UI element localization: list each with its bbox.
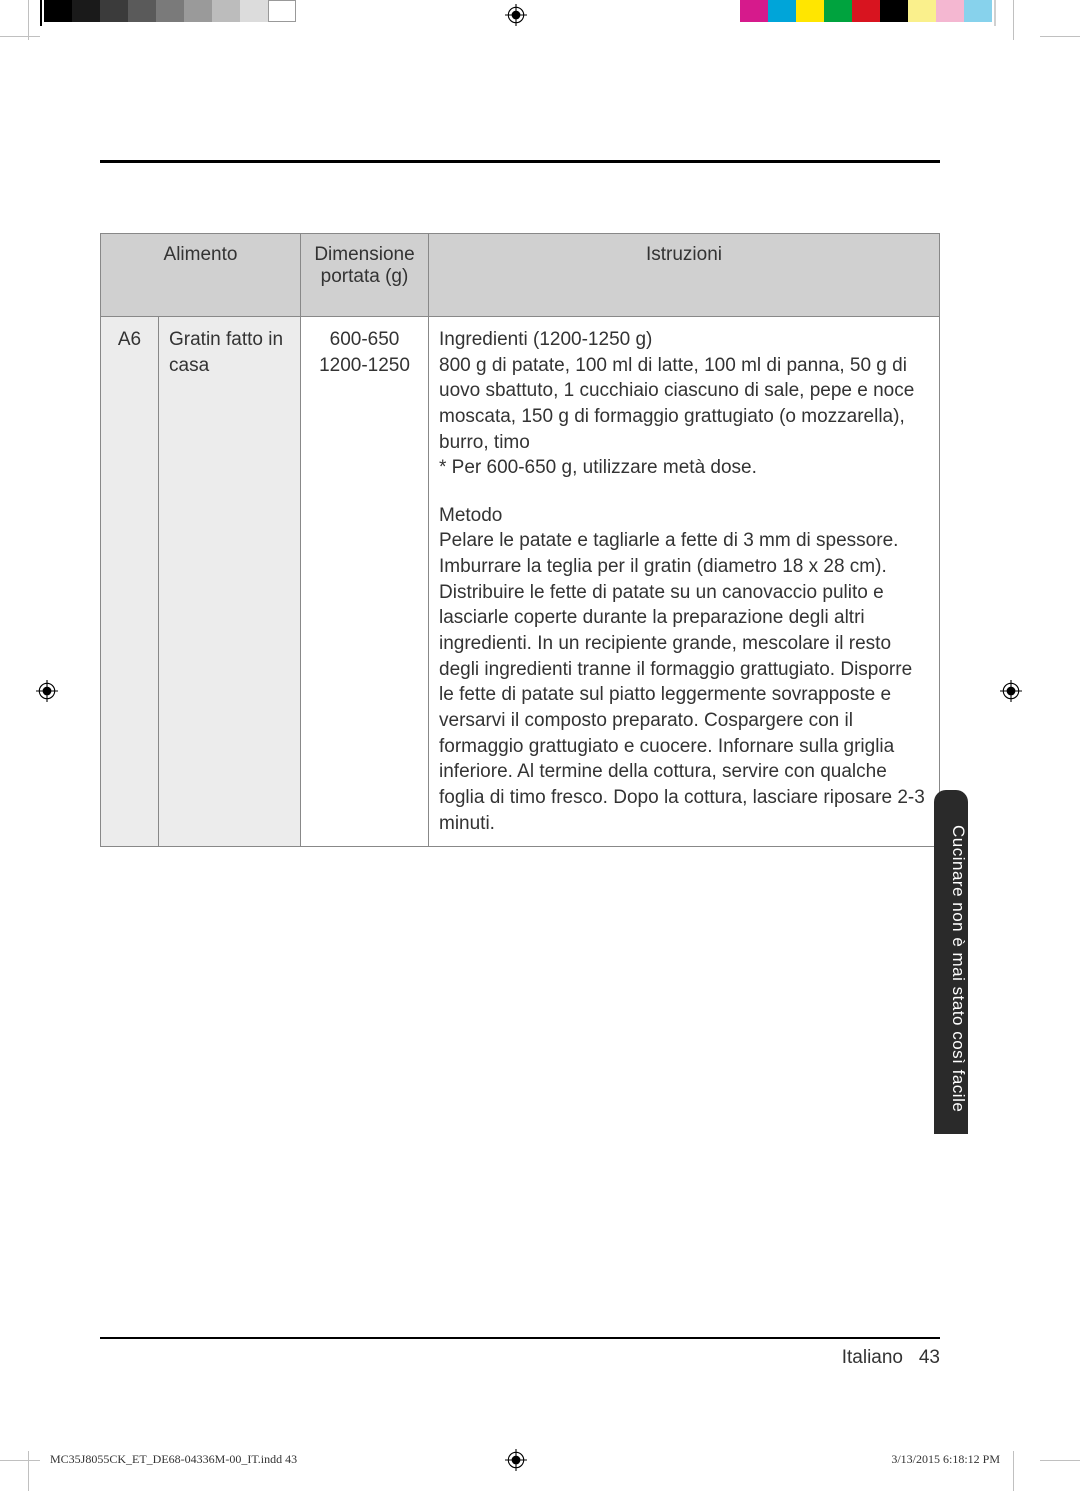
crop-mark [1013,1451,1014,1491]
crop-mark [1040,36,1080,37]
registration-mark-icon [505,4,527,26]
ingredients-title: Ingredienti (1200-1250 g) [439,329,652,350]
col-header-size: Dimensione portata (g) [301,234,429,317]
page-language-number: Italiano 43 [842,1347,940,1369]
print-footer: MC35J8055CK_ET_DE68-04336M-00_IT.indd 43… [50,1452,1000,1467]
header-rule [100,160,940,163]
registration-mark-icon [36,680,58,702]
page-content: Alimento Dimensione portata (g) Istruzio… [100,160,940,1371]
printer-color-bar-right [740,0,992,22]
cell-instructions: Ingredienti (1200-1250 g) 800 g di patat… [429,317,940,847]
col-header-instructions: Istruzioni [429,234,940,317]
size-option-2: 1200-1250 [319,355,410,376]
ingredients-note: * Per 600-650 g, utilizzare metà dose. [439,457,757,478]
registration-mark-icon [1000,680,1022,702]
left-edge-mark [40,0,42,26]
col-header-size-line1: Dimensione [309,244,420,266]
cell-size: 600-650 1200-1250 [301,317,429,847]
printer-color-bar-left [44,0,296,22]
ingredients-body: 800 g di patate, 100 ml di latte, 100 ml… [439,355,914,453]
crop-mark [1040,1460,1080,1461]
recipe-table: Alimento Dimensione portata (g) Istruzio… [100,233,940,847]
crop-mark [0,1460,40,1461]
crop-mark [0,36,40,37]
col-header-size-line2: portata (g) [309,266,420,288]
cell-food: Gratin fatto in casa [159,317,301,847]
footer-timestamp: 3/13/2015 6:18:12 PM [891,1452,1000,1467]
footer-rule [100,1337,940,1339]
section-tab: Cucinare non è mai stato così facile [934,790,968,1134]
right-edge-mark [994,0,996,26]
crop-mark [28,1451,29,1491]
table-row: A6 Gratin fatto in casa 600-650 1200-125… [101,317,940,847]
method-title: Metodo [439,503,929,529]
cell-code: A6 [101,317,159,847]
method-body: Pelare le patate e tagliarle a fette di … [439,530,925,833]
col-header-food: Alimento [101,234,301,317]
crop-mark [28,0,29,40]
page-number: 43 [919,1347,940,1368]
page-language: Italiano [842,1347,903,1368]
size-option-1: 600-650 [330,329,400,350]
crop-mark [1013,0,1014,40]
footer-filename: MC35J8055CK_ET_DE68-04336M-00_IT.indd 43 [50,1452,297,1467]
